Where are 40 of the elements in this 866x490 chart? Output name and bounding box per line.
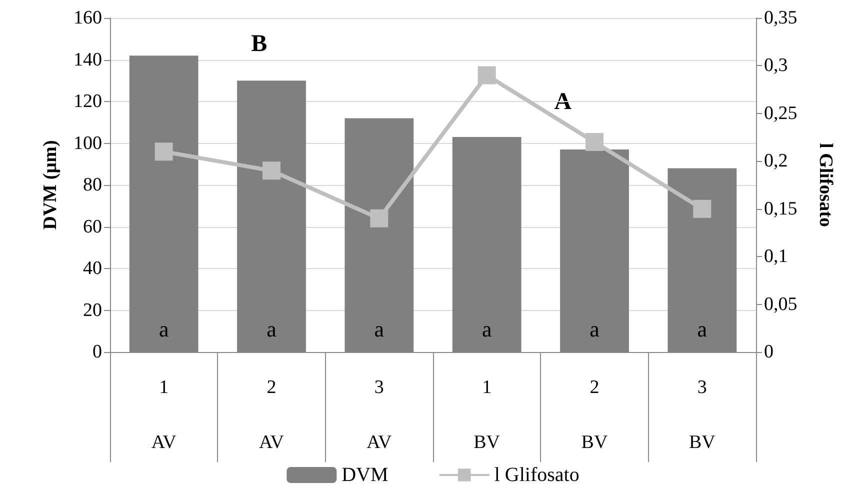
category-label: 3 BV [688,377,716,453]
y2-tick-label: 0,35 [764,8,798,28]
y2-tick-label: 0,25 [764,102,798,124]
legend-label: DVM [342,464,389,486]
data-label: a [266,316,277,342]
y-tick-label: 40 [83,258,102,279]
category-label: 2 BV [581,377,608,453]
y-tick-label: 160 [74,8,102,28]
annotation: B [251,31,268,57]
point [262,162,280,180]
y-tick-label: 140 [74,49,102,70]
y-tick-label: 20 [83,300,102,321]
y-tick-label: 120 [74,91,102,112]
y2-tick-label: 0,15 [764,198,798,220]
point [154,142,173,161]
point [478,66,496,84]
y2-tick-label: 0,2 [764,150,788,172]
point [370,209,388,228]
data-label: a [697,316,708,342]
category-label: 2 AV [259,377,284,453]
data-label: a [158,316,169,342]
y2-tick-label: 0 [764,342,774,362]
category-label: 1 AV [151,377,176,453]
data-label: a [374,316,384,342]
category-label: 1 BV [474,377,500,453]
y-tick-label: 0 [92,342,102,362]
y-tick-label: 80 [83,174,102,196]
y-tick-label: 60 [83,216,102,238]
category-label: 3 AV [366,377,392,453]
legend-label: l Glifosato [494,464,580,486]
point [693,200,712,218]
y2-tick-label: 0,3 [764,55,788,76]
y2-axis-title: l Glifosato [815,143,836,227]
y2-tick-label: 0,1 [764,246,788,268]
data-label: a [590,316,600,342]
data-label: a [482,316,492,342]
point [586,133,604,152]
y-tick-label: 100 [74,132,102,154]
y-axis-title: DVM (µm) [40,140,61,230]
y2-tick-label: 0,05 [764,294,798,315]
